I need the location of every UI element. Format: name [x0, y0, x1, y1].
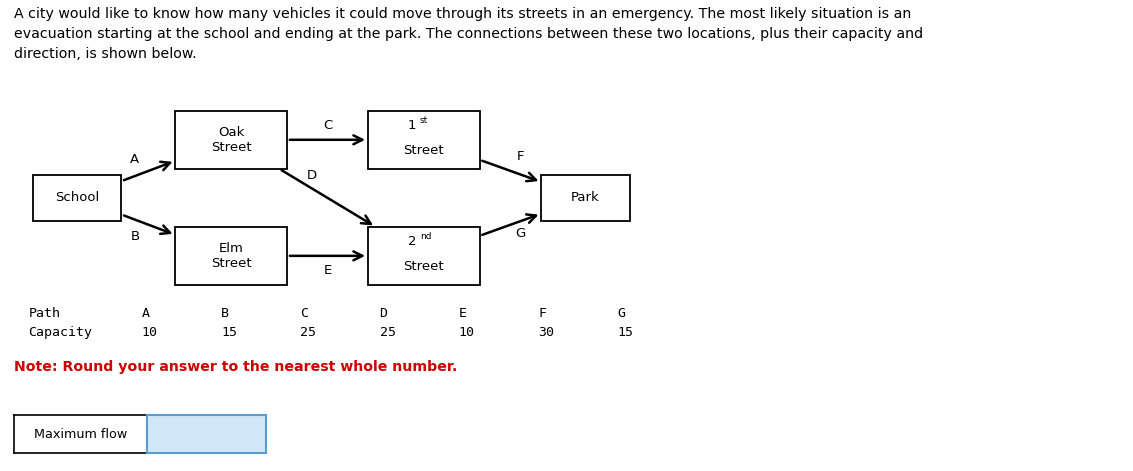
Text: Oak
Street: Oak Street: [211, 126, 252, 154]
Text: C: C: [323, 119, 332, 132]
Text: School: School: [54, 191, 100, 204]
Text: A: A: [142, 307, 150, 320]
Text: B: B: [130, 229, 139, 243]
Text: 30: 30: [538, 325, 554, 339]
Text: E: E: [459, 307, 467, 320]
Text: 2: 2: [408, 236, 416, 248]
FancyBboxPatch shape: [368, 111, 479, 169]
Text: F: F: [538, 307, 546, 320]
Text: B: B: [221, 307, 229, 320]
Text: Street: Street: [403, 260, 444, 273]
Text: A city would like to know how many vehicles it could move through its streets in: A city would like to know how many vehic…: [14, 7, 922, 61]
Text: 25: 25: [300, 325, 316, 339]
Text: G: G: [514, 227, 526, 240]
Text: D: D: [307, 169, 317, 182]
FancyBboxPatch shape: [176, 227, 287, 285]
Text: D: D: [380, 307, 387, 320]
Text: Park: Park: [571, 191, 599, 204]
Text: 10: 10: [459, 325, 475, 339]
Text: Capacity: Capacity: [28, 325, 92, 339]
FancyBboxPatch shape: [542, 175, 630, 221]
Text: Note: Round your answer to the nearest whole number.: Note: Round your answer to the nearest w…: [14, 360, 457, 374]
Text: 25: 25: [380, 325, 395, 339]
Text: Street: Street: [403, 144, 444, 157]
Text: E: E: [323, 264, 332, 277]
Text: 1: 1: [408, 119, 416, 132]
FancyBboxPatch shape: [368, 227, 479, 285]
Text: Maximum flow: Maximum flow: [34, 428, 127, 441]
Text: Path: Path: [28, 307, 60, 320]
Text: F: F: [517, 150, 523, 163]
Text: G: G: [617, 307, 625, 320]
Text: nd: nd: [420, 232, 432, 241]
Text: C: C: [300, 307, 308, 320]
Text: st: st: [420, 116, 428, 125]
Text: A: A: [130, 153, 139, 166]
Text: 15: 15: [617, 325, 633, 339]
Text: Elm
Street: Elm Street: [211, 242, 252, 270]
Text: 15: 15: [221, 325, 237, 339]
FancyBboxPatch shape: [176, 111, 287, 169]
Text: 10: 10: [142, 325, 157, 339]
FancyBboxPatch shape: [33, 175, 121, 221]
